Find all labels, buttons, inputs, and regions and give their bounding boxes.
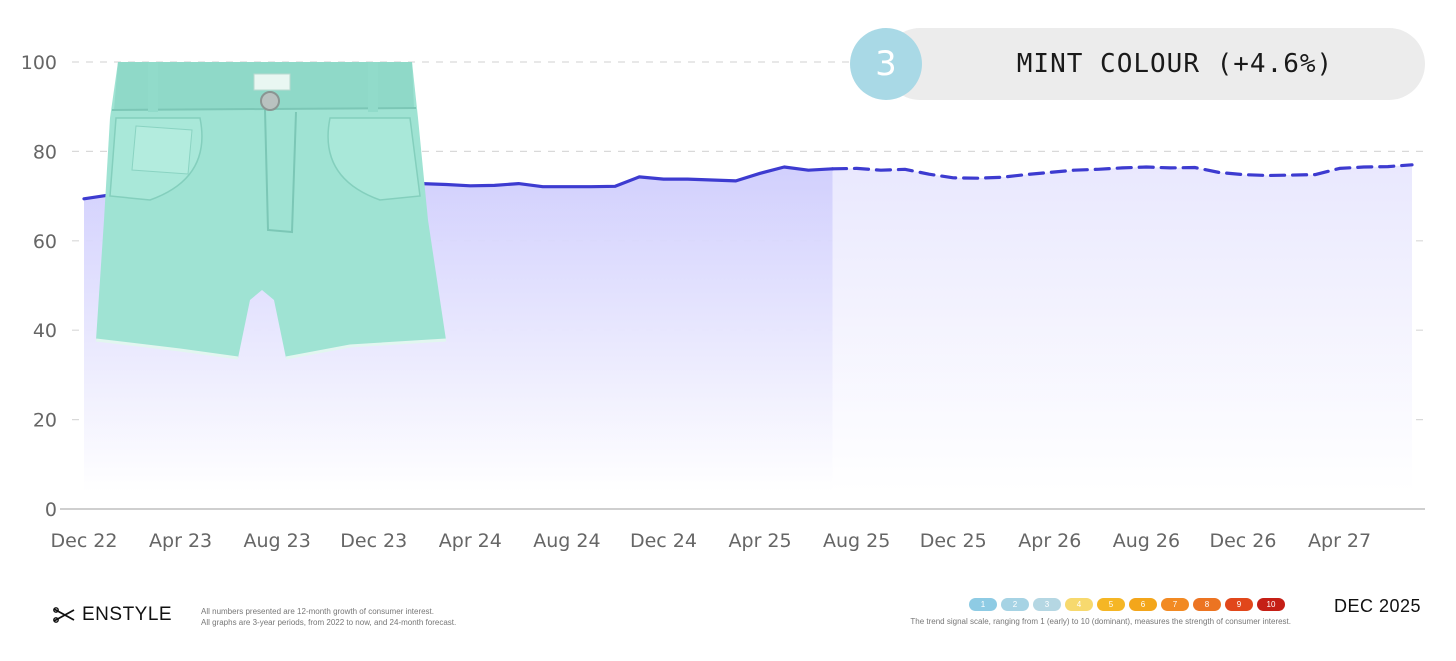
y-tick-label: 0 (45, 499, 57, 521)
x-tick-label: Apr 24 (439, 530, 502, 552)
x-tick-label: Dec 24 (630, 530, 697, 552)
brand-name: ENSTYLE (82, 604, 173, 625)
note-line-2: All graphs are 3-year periods, from 2022… (201, 618, 457, 627)
y-tick-label: 60 (33, 231, 57, 253)
y-axis: 0 20 40 60 80 100 (21, 52, 57, 521)
x-tick-label: Aug 25 (823, 530, 890, 552)
scale-chip-5: 5 (1097, 598, 1125, 611)
scale-chip-1: 1 (969, 598, 997, 611)
scale-chip-4: 4 (1065, 598, 1093, 611)
scale-chip-10: 10 (1257, 598, 1285, 611)
mint-shorts-image (95, 62, 447, 360)
scale-chip-7: 7 (1161, 598, 1189, 611)
brand-logo: ENSTYLE (52, 604, 172, 626)
footer-note: All numbers presented are 12-month growt… (201, 606, 456, 628)
forecast-line (830, 163, 1414, 180)
x-tick-label: Apr 23 (149, 530, 212, 552)
y-tick-label: 40 (33, 320, 57, 342)
x-tick-label: Apr 26 (1018, 530, 1081, 552)
y-tick-label: 20 (33, 410, 57, 432)
x-tick-label: Aug 24 (533, 530, 600, 552)
report-date: DEC 2025 (1334, 596, 1422, 616)
x-tick-label: Apr 27 (1308, 530, 1371, 552)
note-line-1: All numbers presented are 12-month growt… (201, 607, 435, 616)
scale-chip-9: 9 (1225, 598, 1253, 611)
trend-title: MINT COLOUR (+4.6%) (1016, 49, 1334, 79)
trend-badge: 3 MINT COLOUR (+4.6%) (850, 28, 1425, 100)
y-tick-label: 80 (33, 141, 57, 163)
x-tick-label: Aug 26 (1113, 530, 1180, 552)
x-tick-label: Dec 23 (340, 530, 407, 552)
x-tick-label: Dec 25 (920, 530, 987, 552)
badge-pill (884, 28, 1425, 100)
x-tick-label: Dec 26 (1209, 530, 1276, 552)
x-tick-label: Apr 25 (729, 530, 792, 552)
scale-chip-8: 8 (1193, 598, 1221, 611)
x-tick-label: Aug 23 (243, 530, 310, 552)
scale-chip-2: 2 (1001, 598, 1029, 611)
trend-signal-scale: 1 2 3 4 5 6 7 8 9 10 (969, 598, 1285, 611)
scale-chip-6: 6 (1129, 598, 1157, 611)
scissors-icon (53, 607, 75, 623)
rank-circle: 3 (850, 28, 922, 100)
forecast-area (832, 164, 1412, 493)
scale-chip-3: 3 (1033, 598, 1061, 611)
y-tick-label: 100 (21, 52, 57, 74)
scale-caption: The trend signal scale, ranging from 1 (… (910, 617, 1291, 626)
x-tick-label: Dec 22 (51, 530, 118, 552)
x-axis: Dec 22 Apr 23 Aug 23 Dec 23 Apr 24 Aug 24 Dec … (51, 530, 1372, 552)
